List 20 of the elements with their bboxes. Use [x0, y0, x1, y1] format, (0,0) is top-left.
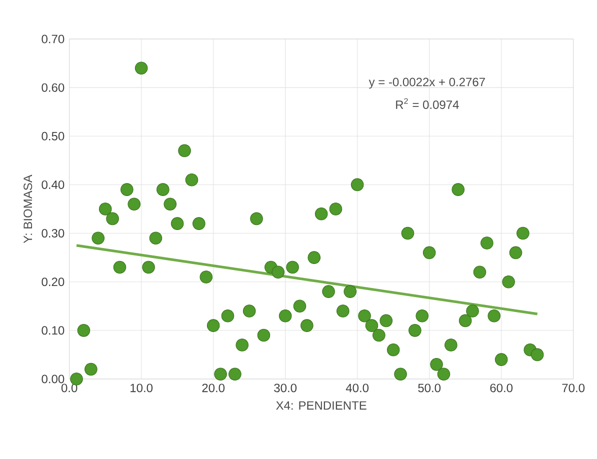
x-tick-label: 30.0: [274, 384, 297, 392]
x-tick-label: 40.0: [346, 384, 369, 392]
x-tick-label: 0.0: [61, 384, 78, 392]
y-tick-label: 0.20: [42, 278, 64, 286]
annotation: y = -0.0022x + 0.2767: [368, 78, 485, 89]
x-tick-label: 60.0: [490, 384, 513, 392]
x-axis-title: X4: PENDIENTE: [276, 401, 366, 410]
x-tick-label: 70.0: [562, 384, 585, 392]
y-tick-label: 0.70: [42, 34, 64, 44]
y-tick-label: 0.10: [42, 326, 64, 335]
x-tick-label: 50.0: [418, 384, 441, 392]
y-tick-label: 0.00: [42, 374, 64, 384]
x-tick-label: 10.0: [130, 384, 153, 392]
annotation: R$^{2}$ = 0.0974: [396, 98, 459, 110]
x-tick-label: 20.0: [202, 384, 225, 392]
y-tick-label: 0.30: [42, 229, 64, 238]
y-axis-title: Y: BIOMASA: [24, 174, 32, 244]
y-tick-label: 0.50: [42, 132, 64, 140]
y-tick-label: 0.40: [42, 180, 64, 189]
y-tick-label: 0.60: [42, 83, 64, 92]
